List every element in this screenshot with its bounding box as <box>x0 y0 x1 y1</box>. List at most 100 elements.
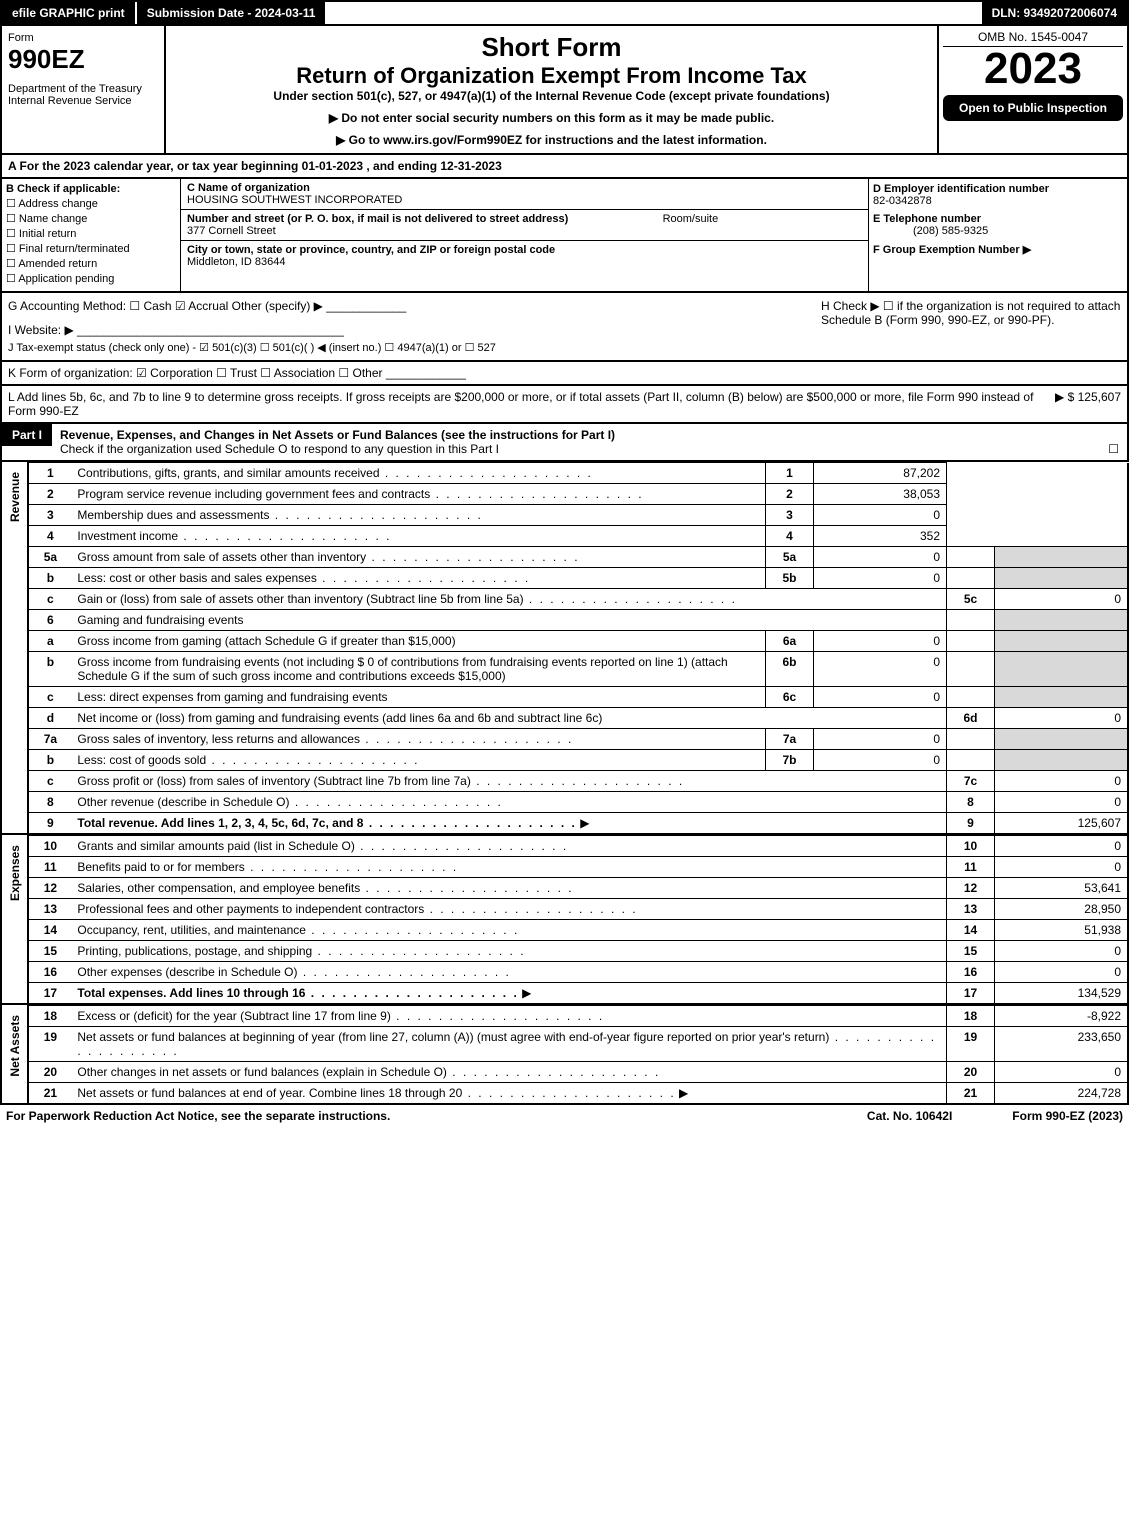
part-i-title: Revenue, Expenses, and Changes in Net As… <box>60 428 615 442</box>
section-b-c-d: B Check if applicable: Address change Na… <box>0 179 1129 293</box>
line-9: 9Total revenue. Add lines 1, 2, 3, 4, 5c… <box>28 813 1128 835</box>
cb-application-pending[interactable]: Application pending <box>6 272 176 285</box>
ghi-right: H Check ▶ ☐ if the organization is not r… <box>821 299 1121 354</box>
open-to-public: Open to Public Inspection <box>943 95 1123 121</box>
expenses-table: 10Grants and similar amounts paid (list … <box>27 835 1129 1005</box>
header-center: Short Form Return of Organization Exempt… <box>166 26 939 153</box>
line-h: H Check ▶ ☐ if the organization is not r… <box>821 299 1121 327</box>
footer: For Paperwork Reduction Act Notice, see … <box>0 1105 1129 1127</box>
street-value: 377 Cornell Street <box>187 225 276 237</box>
tel-label: E Telephone number <box>873 213 981 225</box>
line-7a: 7aGross sales of inventory, less returns… <box>28 729 1128 750</box>
org-name-label: C Name of organization <box>187 182 310 194</box>
line-15: 15Printing, publications, postage, and s… <box>28 941 1128 962</box>
line-6b: bGross income from fundraising events (n… <box>28 652 1128 687</box>
tax-year: 2023 <box>943 47 1123 91</box>
line-6c: cLess: direct expenses from gaming and f… <box>28 687 1128 708</box>
cb-final-return[interactable]: Final return/terminated <box>6 242 176 255</box>
section-a: A For the 2023 calendar year, or tax yea… <box>0 155 1129 179</box>
revenue-bar: Revenue <box>0 462 27 835</box>
header-left: Form 990EZ Department of the Treasury In… <box>2 26 166 153</box>
col-b: B Check if applicable: Address change Na… <box>2 179 181 291</box>
cb-name-change[interactable]: Name change <box>6 212 176 225</box>
part-i-label: Part I <box>2 424 52 446</box>
ssn-warning: ▶ Do not enter social security numbers o… <box>172 111 931 125</box>
line-6: 6Gaming and fundraising events <box>28 610 1128 631</box>
line-12: 12Salaries, other compensation, and empl… <box>28 878 1128 899</box>
return-title: Return of Organization Exempt From Incom… <box>172 63 931 89</box>
line-7c: cGross profit or (loss) from sales of in… <box>28 771 1128 792</box>
col-b-label: B Check if applicable: <box>6 183 120 195</box>
org-name-row: C Name of organization HOUSING SOUTHWEST… <box>181 179 868 210</box>
submission-date: Submission Date - 2024-03-11 <box>137 2 326 24</box>
line-5c: cGain or (loss) from sale of assets othe… <box>28 589 1128 610</box>
form-header: Form 990EZ Department of the Treasury In… <box>0 24 1129 155</box>
footer-pra: For Paperwork Reduction Act Notice, see … <box>6 1109 867 1123</box>
line-19: 19Net assets or fund balances at beginni… <box>28 1027 1128 1062</box>
ein-value: 82-0342878 <box>873 195 932 207</box>
line-4: 4Investment income4352 <box>28 526 1128 547</box>
topbar: efile GRAPHIC print Submission Date - 20… <box>0 0 1129 24</box>
under-section: Under section 501(c), 527, or 4947(a)(1)… <box>172 89 931 103</box>
part-i-sub: Check if the organization used Schedule … <box>60 442 499 456</box>
form-number: 990EZ <box>8 44 158 75</box>
header-right: OMB No. 1545-0047 2023 Open to Public In… <box>939 26 1127 153</box>
line-g: G Accounting Method: ☐ Cash ☑ Accrual Ot… <box>8 299 821 313</box>
line-17: 17Total expenses. Add lines 10 through 1… <box>28 983 1128 1005</box>
col-d: D Employer identification number 82-0342… <box>869 179 1127 291</box>
line-11: 11Benefits paid to or for members110 <box>28 857 1128 878</box>
line-8: 8Other revenue (describe in Schedule O)8… <box>28 792 1128 813</box>
line-k: K Form of organization: ☑ Corporation ☐ … <box>0 362 1129 386</box>
group-label: F Group Exemption Number ▶ <box>873 244 1031 256</box>
tel-block: E Telephone number (208) 585-9325 <box>873 213 1123 237</box>
line-16: 16Other expenses (describe in Schedule O… <box>28 962 1128 983</box>
revenue-table: 1Contributions, gifts, grants, and simil… <box>27 462 1129 835</box>
goto-link[interactable]: ▶ Go to www.irs.gov/Form990EZ for instru… <box>172 133 931 147</box>
line-5b: bLess: cost or other basis and sales exp… <box>28 568 1128 589</box>
line-6d: dNet income or (loss) from gaming and fu… <box>28 708 1128 729</box>
line-l: L Add lines 5b, 6c, and 7b to line 9 to … <box>0 386 1129 424</box>
cb-address-change[interactable]: Address change <box>6 197 176 210</box>
footer-form: Form 990-EZ (2023) <box>1012 1109 1123 1123</box>
line-5a: 5aGross amount from sale of assets other… <box>28 547 1128 568</box>
line-l-value: ▶ $ 125,607 <box>1055 390 1121 418</box>
section-a-text: A For the 2023 calendar year, or tax yea… <box>8 159 502 173</box>
netassets-bar: Net Assets <box>0 1005 27 1105</box>
line-3: 3Membership dues and assessments30 <box>28 505 1128 526</box>
ein-block: D Employer identification number 82-0342… <box>873 183 1123 207</box>
line-13: 13Professional fees and other payments t… <box>28 899 1128 920</box>
line-7b: bLess: cost of goods sold7b0 <box>28 750 1128 771</box>
line-1: 1Contributions, gifts, grants, and simil… <box>28 463 1128 484</box>
street-row: Number and street (or P. O. box, if mail… <box>181 210 868 241</box>
efile-print-button[interactable]: efile GRAPHIC print <box>2 2 137 24</box>
city-label: City or town, state or province, country… <box>187 244 555 256</box>
ein-label: D Employer identification number <box>873 183 1049 195</box>
line-14: 14Occupancy, rent, utilities, and mainte… <box>28 920 1128 941</box>
line-21: 21Net assets or fund balances at end of … <box>28 1083 1128 1105</box>
part-i-header: Part I Revenue, Expenses, and Changes in… <box>0 424 1129 462</box>
group-block: F Group Exemption Number ▶ <box>873 243 1123 256</box>
city-row: City or town, state or province, country… <box>181 241 868 271</box>
line-20: 20Other changes in net assets or fund ba… <box>28 1062 1128 1083</box>
form-word: Form <box>8 32 158 44</box>
topbar-spacer <box>325 2 981 24</box>
dln-label: DLN: 93492072006074 <box>982 2 1127 24</box>
line-l-text: L Add lines 5b, 6c, and 7b to line 9 to … <box>8 390 1055 418</box>
street-label: Number and street (or P. O. box, if mail… <box>187 213 568 225</box>
line-i: I Website: ▶ ___________________________… <box>8 323 821 337</box>
org-name: HOUSING SOUTHWEST INCORPORATED <box>187 194 402 206</box>
footer-cat: Cat. No. 10642I <box>867 1109 952 1123</box>
col-c: C Name of organization HOUSING SOUTHWEST… <box>181 179 869 291</box>
netassets-table: 18Excess or (deficit) for the year (Subt… <box>27 1005 1129 1105</box>
cb-amended-return[interactable]: Amended return <box>6 257 176 270</box>
cb-initial-return[interactable]: Initial return <box>6 227 176 240</box>
part-i-checkbox[interactable]: ☐ <box>1108 442 1119 456</box>
expenses-bar: Expenses <box>0 835 27 1005</box>
line-j: J Tax-exempt status (check only one) - ☑… <box>8 341 821 354</box>
ghi-left: G Accounting Method: ☐ Cash ☑ Accrual Ot… <box>8 299 821 354</box>
dept-label: Department of the Treasury Internal Reve… <box>8 83 158 107</box>
short-form-title: Short Form <box>172 32 931 63</box>
section-ghi: G Accounting Method: ☐ Cash ☑ Accrual Ot… <box>0 293 1129 362</box>
line-2: 2Program service revenue including gover… <box>28 484 1128 505</box>
line-18: 18Excess or (deficit) for the year (Subt… <box>28 1006 1128 1027</box>
